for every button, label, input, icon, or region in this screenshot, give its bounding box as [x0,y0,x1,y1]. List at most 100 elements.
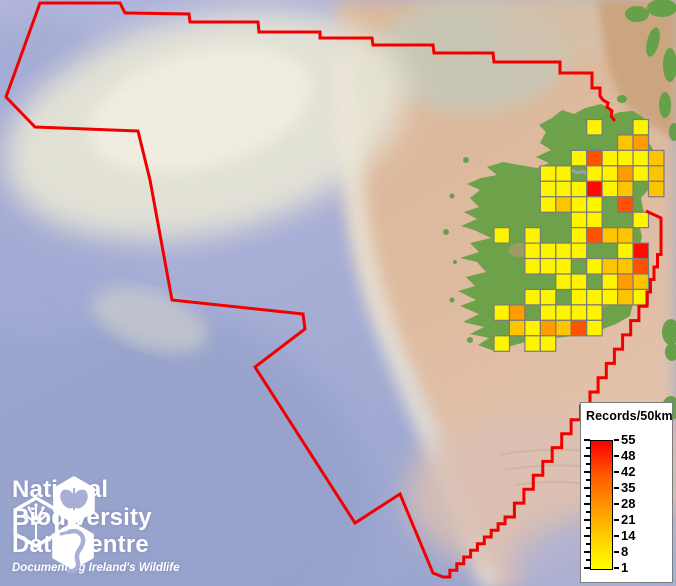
legend-minor-tick [586,447,590,449]
grid-cell[interactable] [601,288,619,306]
legend-panel: Records/50km 55 48 42 35 28 21 14 8 1 [580,402,673,583]
grid-cell[interactable] [616,196,634,213]
legend-tick [614,439,619,441]
legend-tick-label: 21 [621,512,636,527]
legend-minor-tick [586,495,590,497]
grid-cell[interactable] [616,134,634,151]
grid-cell[interactable] [570,319,588,337]
grid-cell[interactable] [570,273,588,291]
grid-cell[interactable] [555,165,572,182]
grid-cell[interactable] [493,335,511,352]
legend-tick-label: 48 [621,448,636,463]
grid-cell[interactable] [616,149,634,167]
grid-cell[interactable] [632,165,650,182]
grid-cell[interactable] [539,257,557,275]
grid-cell[interactable] [524,227,541,244]
grid-cell[interactable] [586,257,603,275]
grid-cell[interactable] [647,165,665,182]
grid-cell[interactable] [524,335,541,352]
grid-cell[interactable] [555,196,572,213]
grid-cell[interactable] [508,319,526,337]
legend-tick [584,567,590,569]
legend-tick [614,455,619,457]
grid-cell[interactable] [570,149,588,167]
legend-tick-label: 8 [621,544,629,559]
grid-cell[interactable] [570,180,588,198]
grid-cell[interactable] [570,196,588,213]
grid-cell[interactable] [539,165,557,182]
grid-cell[interactable] [539,288,557,306]
grid-cell[interactable] [632,242,650,260]
grid-cell[interactable] [493,227,511,244]
grid-cell[interactable] [601,165,619,182]
grid-cell[interactable] [586,180,603,198]
grid-cell[interactable] [586,227,603,244]
grid-cell[interactable] [539,242,557,260]
legend-tick [584,471,590,473]
grid-cell[interactable] [601,227,619,244]
grid-cell[interactable] [555,180,572,198]
shelf-boundary-line [4,1,663,579]
grid-cell[interactable] [616,180,634,198]
legend-colorbar [590,440,613,570]
grid-cell[interactable] [616,273,634,291]
grid-cell[interactable] [616,165,634,182]
grid-cell[interactable] [539,335,557,352]
grid-cell[interactable] [524,257,541,275]
grid-cell[interactable] [632,149,650,167]
grid-cell[interactable] [570,211,588,229]
legend-tick-label: 28 [621,496,636,511]
grid-cell[interactable] [601,257,619,275]
grid-cell[interactable] [586,211,603,229]
grid-cell[interactable] [616,288,634,306]
grid-cell[interactable] [616,242,634,260]
grid-cell[interactable] [570,227,588,244]
grid-cell[interactable] [586,149,603,167]
grid-cell[interactable] [586,304,603,321]
legend-tick-label: 1 [621,560,629,575]
grid-cell[interactable] [632,211,650,229]
grid-cell[interactable] [632,118,650,136]
legend-tick [584,535,590,537]
grid-cell[interactable] [632,257,650,275]
grid-cell[interactable] [555,257,572,275]
grid-cell[interactable] [539,304,557,321]
grid-cell[interactable] [632,273,650,291]
grid-cell[interactable] [601,273,619,291]
grid-cell[interactable] [524,319,541,337]
legend-tick [584,455,590,457]
grid-cell[interactable] [493,304,511,321]
grid-cell[interactable] [539,319,557,337]
legend-minor-tick [586,543,590,545]
grid-cell[interactable] [570,304,588,321]
legend-tick [614,503,619,505]
records-grid [493,118,665,352]
legend-minor-tick [586,559,590,561]
grid-cell[interactable] [508,304,526,321]
grid-cell[interactable] [616,227,634,244]
grid-cell[interactable] [601,180,619,198]
grid-cell[interactable] [555,304,572,321]
grid-cell[interactable] [647,149,665,167]
grid-cell[interactable] [570,288,588,306]
legend-tick-label: 42 [621,464,636,479]
grid-cell[interactable] [524,288,541,306]
grid-cell[interactable] [586,118,603,136]
grid-cell[interactable] [555,242,572,260]
grid-cell[interactable] [632,134,650,151]
grid-cell[interactable] [539,196,557,213]
grid-cell[interactable] [586,165,603,182]
grid-cell[interactable] [616,257,634,275]
grid-cell[interactable] [555,319,572,337]
grid-cell[interactable] [524,242,541,260]
grid-cell[interactable] [586,319,603,337]
grid-cell[interactable] [555,273,572,291]
grid-cell[interactable] [570,242,588,260]
grid-cell[interactable] [586,196,603,213]
grid-cell[interactable] [539,180,557,198]
legend-tick [584,487,590,489]
grid-cell[interactable] [601,149,619,167]
grid-cell[interactable] [586,288,603,306]
grid-cell[interactable] [647,180,665,198]
